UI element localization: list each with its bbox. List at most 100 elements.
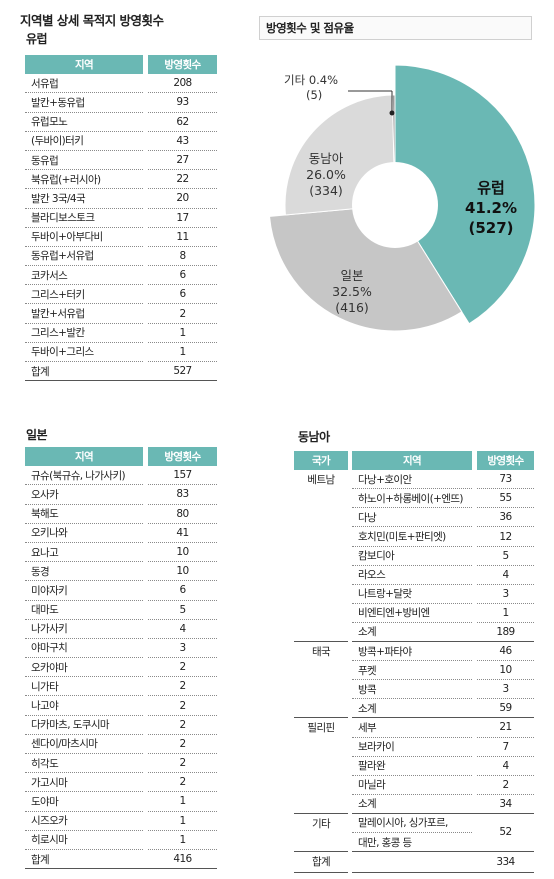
region-cell: 마닐라 (352, 775, 472, 795)
count-cell: 2 (148, 734, 217, 755)
slice-label-other: 기타 0.4% (284, 73, 338, 87)
table-row: 대마도 5 (25, 600, 217, 620)
region-cell: 센다이/마츠시마 (25, 734, 143, 755)
region-cell: 그리스+터키 (25, 284, 143, 305)
count-cell: 6 (148, 284, 217, 305)
region-cell: 히각도 (25, 753, 143, 774)
region-cell: 방콕 (352, 679, 472, 700)
table-row: 시즈오카 1 (25, 811, 217, 831)
region-cell: 두바이+아부다비 (25, 227, 143, 247)
table-row: 두바이+그리스 1 (25, 342, 217, 363)
table-header: 지역 방영횟수 (25, 55, 217, 75)
country-cell: 합계 (294, 851, 348, 874)
count-cell: 2 (148, 715, 217, 735)
table-row: 기타 말레이시아, 싱가포르, 52 (294, 813, 534, 853)
table-row: 다낭 36 (294, 507, 534, 528)
count-cell: 4 (148, 619, 217, 639)
sea-table: 국가 지역 방영횟수 베트남 다낭+호이안 73 하노이+하롱베이(+엔뜨) 55 다낭 3… (294, 451, 534, 874)
region-cell: (두바이)터키 (25, 131, 143, 151)
count-cell: 17 (148, 208, 217, 228)
table-row: 도야마 1 (25, 791, 217, 812)
table-row: 나가사키 4 (25, 619, 217, 639)
table-row: 발칸+동유럽 93 (25, 92, 217, 113)
header-count: 방영횟수 (477, 451, 534, 471)
slice-pct-europe: 41.2% (465, 199, 517, 217)
count-cell: 334 (477, 851, 534, 874)
count-cell: 59 (477, 698, 534, 719)
table-row: 미야자키 6 (25, 580, 217, 601)
table-row: 센다이/마츠시마 2 (25, 734, 217, 755)
header-region: 지역 (352, 451, 472, 471)
table-row: 대만, 홍콩 등 (294, 832, 534, 853)
total-row: 합계 527 (25, 361, 217, 382)
count-cell: 1 (148, 791, 217, 812)
table-row: 두바이+아부다비 11 (25, 227, 217, 247)
count-cell: 189 (477, 622, 534, 643)
table-row: 소계 59 (294, 698, 534, 719)
count-cell: 2 (148, 303, 217, 324)
count-cell: 2 (148, 772, 217, 793)
count-cell: 34 (477, 794, 534, 814)
slice-pct-sea: 26.0% (306, 167, 346, 182)
table-row: 캄보디아 5 (294, 546, 534, 566)
table-row: 동경 10 (25, 561, 217, 582)
table-row: 하노이+하롱베이(+엔뜨) 55 (294, 488, 534, 509)
table-row: 북해도 80 (25, 504, 217, 524)
country-cell: 필리핀 (294, 717, 348, 814)
table-row: 그리스+발칸 1 (25, 323, 217, 343)
region-cell: 나가사키 (25, 619, 143, 639)
region-cell: 동경 (25, 561, 143, 582)
region-cell: 북해도 (25, 504, 143, 524)
region-cell: 북유럽(+러시아) (25, 169, 143, 190)
callout-dot (389, 110, 395, 116)
region-cell: 하노이+하롱베이(+엔뜨) (352, 488, 472, 509)
count-cell: 5 (148, 600, 217, 620)
count-cell: 93 (148, 92, 217, 113)
country-cell: 태국 (294, 641, 348, 719)
region-cell: 호치민(미토+판티엣) (352, 526, 472, 547)
count-cell: 22 (148, 169, 217, 190)
count-cell: 20 (148, 188, 217, 209)
region-cell: 다카마츠, 도쿠시마 (25, 715, 143, 735)
region-cell: 요나고 (25, 542, 143, 563)
table-row: 니가타 2 (25, 676, 217, 697)
count-cell: 3 (477, 584, 534, 604)
region-cell: 오키나와 (25, 523, 143, 543)
count-cell: 3 (477, 679, 534, 700)
table-row: 동유럽+서유럽 8 (25, 246, 217, 267)
table-row: 오사카 83 (25, 484, 217, 505)
region-cell: 소계 (352, 622, 472, 643)
region-cell: 서유럽 (25, 73, 143, 94)
region-cell: 소계 (352, 794, 472, 814)
table-row: 오키나와 41 (25, 523, 217, 543)
count-cell: 8 (148, 246, 217, 267)
region-cell: 팔라완 (352, 756, 472, 776)
region-cell: 니가타 (25, 676, 143, 697)
count-cell: 1 (148, 342, 217, 363)
table-row: 오카야마 2 (25, 657, 217, 678)
count-cell: 10 (477, 660, 534, 681)
slice-label-europe: 유럽 (477, 179, 505, 197)
count-cell: 157 (148, 465, 217, 486)
region-cell: 라오스 (352, 565, 472, 585)
slice-count-japan: (416) (335, 300, 369, 315)
region-cell: 그리스+발칸 (25, 323, 143, 343)
table-row: 발칸 3국/4국 20 (25, 188, 217, 209)
table-row: 규슈(북규슈, 나가사키) 157 (25, 465, 217, 486)
count-cell: 36 (477, 507, 534, 528)
count-cell: 62 (148, 112, 217, 132)
table-row: 다카마츠, 도쿠시마 2 (25, 715, 217, 735)
region-cell: 대만, 홍콩 등 (352, 832, 472, 853)
slice-count-sea: (334) (309, 183, 343, 198)
region-cell: 유럽모노 (25, 112, 143, 132)
region-cell: 코카서스 (25, 265, 143, 286)
region-cell: 소계 (352, 698, 472, 719)
count-cell: 2 (148, 753, 217, 774)
table-row: 호치민(미토+판티엣) 12 (294, 526, 534, 547)
count-cell: 80 (148, 504, 217, 524)
table-row: 서유럽 208 (25, 73, 217, 94)
region-cell: 규슈(북규슈, 나가사키) (25, 465, 143, 486)
region-cell: 합계 (25, 849, 143, 870)
table-row: 푸켓 10 (294, 660, 534, 681)
japan-table: 지역 방영횟수 규슈(북규슈, 나가사키) 157 오사카 83 북해도 80 오키나와 41… (25, 447, 217, 870)
